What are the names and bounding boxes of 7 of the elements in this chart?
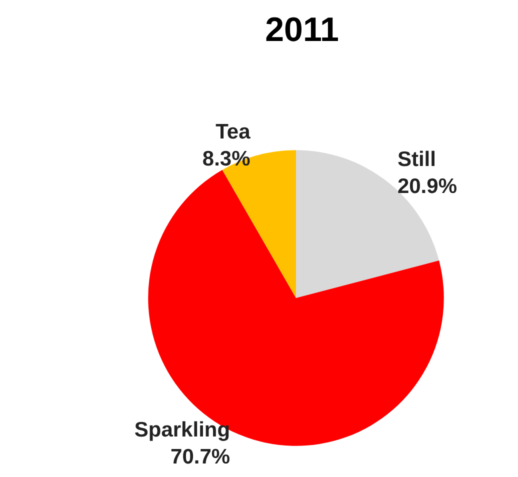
slice-label: Tea (216, 120, 251, 144)
chart-title: 2011 (265, 11, 339, 49)
data-label: 20.9% (397, 175, 458, 198)
slice-label: Still (397, 148, 436, 172)
data-label: 70.7% (170, 446, 230, 469)
data-label: 8.3% (202, 147, 251, 170)
slice-label: Sparkling (134, 418, 230, 442)
